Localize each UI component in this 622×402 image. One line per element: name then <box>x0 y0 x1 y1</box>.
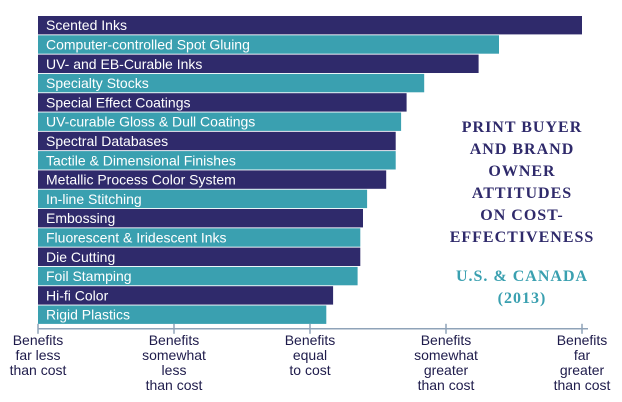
bar <box>38 170 387 189</box>
x-tick-label: Benefits <box>149 332 200 348</box>
x-tick-label: less <box>162 362 187 378</box>
chart-title-line: ATTITUDES <box>472 185 572 202</box>
x-tick-label: than cost <box>146 377 203 393</box>
x-tick-label: Benefits <box>285 332 336 348</box>
bar <box>38 16 582 35</box>
bar <box>38 209 363 228</box>
bar <box>38 131 396 151</box>
x-tick-label: Benefits <box>421 332 472 348</box>
x-tick-label: somewhat <box>142 347 206 363</box>
bar-label: Rigid Plastics <box>46 307 130 323</box>
bar-label: Embossing <box>46 210 115 226</box>
x-tick-label: than cost <box>554 377 611 393</box>
bar-label: UV- and EB-Curable Inks <box>46 56 202 72</box>
bars: Scented Inks Computer-controlled Spot Glu… <box>38 16 582 324</box>
chart-subtitle: U.S. & CANADA (2013) <box>456 268 588 307</box>
x-tick-label: Benefits <box>13 332 64 348</box>
bar <box>38 54 479 73</box>
bar <box>38 228 361 247</box>
chart-title-line: OWNER <box>488 163 555 180</box>
bar-label: Spectral Databases <box>46 133 168 149</box>
bar <box>38 112 402 131</box>
bar-label: Die Cutting <box>46 249 115 265</box>
bar <box>38 247 361 266</box>
x-tick-label: somewhat <box>414 347 478 363</box>
x-tick-label: than cost <box>10 362 67 378</box>
chart-title: PRINT BUYER AND BRAND OWNER ATTITUDES ON COS… <box>450 119 595 246</box>
x-tick-label: greater <box>424 362 469 378</box>
chart-title-line: AND BRAND <box>470 141 575 158</box>
bar-label: Foil Stamping <box>46 268 132 284</box>
chart-title-line: PRINT BUYER <box>462 119 583 136</box>
bar <box>38 151 396 170</box>
x-tick-label: equal <box>293 347 327 363</box>
bar <box>38 189 368 209</box>
bar <box>38 266 358 286</box>
chart-subtitle-line: U.S. & CANADA <box>456 268 588 285</box>
bar-label: In-line Stitching <box>46 191 142 207</box>
x-tick-label: far less <box>15 347 60 363</box>
chart-subtitle-line: (2013) <box>498 290 547 307</box>
bar <box>38 93 407 112</box>
x-tick-label: to cost <box>289 362 330 378</box>
x-tick-label: Benefits <box>557 332 608 348</box>
bar-label: Specialty Stocks <box>46 75 149 91</box>
x-tick-label: than cost <box>418 377 475 393</box>
chart-title-line: ON COST- <box>480 207 563 224</box>
x-tick-label: far <box>574 347 591 363</box>
bar-label: Metallic Process Color System <box>46 172 236 188</box>
bar-label: Computer-controlled Spot Gluing <box>46 37 250 53</box>
bar-label: Hi-fi Color <box>46 287 109 303</box>
bar-label: Special Effect Coatings <box>46 94 191 110</box>
bar <box>38 73 425 93</box>
bar <box>38 305 327 324</box>
bar-label: Scented Inks <box>46 17 127 33</box>
bar-label: Fluorescent & Iridescent Inks <box>46 230 227 246</box>
bar <box>38 286 334 305</box>
bar-label: UV-curable Gloss & Dull Coatings <box>46 114 255 130</box>
chart-title-line: EFFECTIVENESS <box>450 229 595 246</box>
bar-label: Tactile & Dimensional Finishes <box>46 152 236 168</box>
bar <box>38 35 499 54</box>
x-tick-label: greater <box>560 362 605 378</box>
